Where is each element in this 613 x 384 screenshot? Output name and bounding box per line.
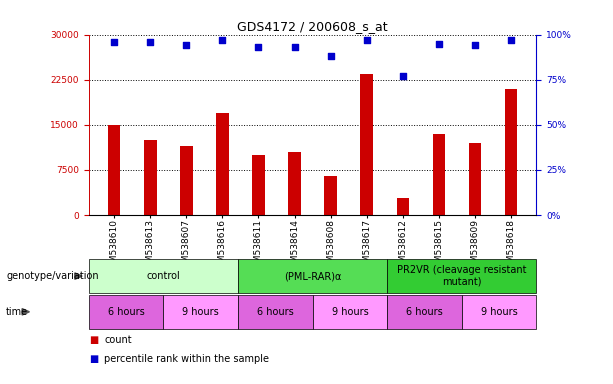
Title: GDS4172 / 200608_s_at: GDS4172 / 200608_s_at: [237, 20, 388, 33]
Point: [398, 73, 408, 79]
Point: [290, 44, 300, 50]
Point: [218, 37, 227, 43]
Text: ■: ■: [89, 354, 98, 364]
Bar: [252, 155, 265, 215]
Bar: [433, 134, 445, 215]
Text: ■: ■: [89, 335, 98, 345]
Text: count: count: [104, 335, 132, 345]
Text: 6 hours: 6 hours: [257, 307, 294, 317]
Point: [326, 53, 335, 59]
Point: [470, 42, 480, 48]
Point: [254, 44, 264, 50]
Bar: [180, 146, 192, 215]
Point: [181, 42, 191, 48]
Text: (PML-RAR)α: (PML-RAR)α: [284, 271, 341, 281]
Text: 9 hours: 9 hours: [183, 307, 219, 317]
Bar: [469, 143, 481, 215]
Bar: [144, 140, 156, 215]
Text: time: time: [6, 307, 28, 317]
Text: 9 hours: 9 hours: [481, 307, 517, 317]
Bar: [108, 125, 121, 215]
Text: 9 hours: 9 hours: [332, 307, 368, 317]
Text: 6 hours: 6 hours: [108, 307, 145, 317]
Text: percentile rank within the sample: percentile rank within the sample: [104, 354, 269, 364]
Bar: [324, 176, 337, 215]
Bar: [397, 198, 409, 215]
Point: [434, 41, 444, 47]
Text: PR2VR (cleavage resistant
mutant): PR2VR (cleavage resistant mutant): [397, 265, 527, 287]
Bar: [216, 113, 229, 215]
Point: [506, 37, 516, 43]
Text: genotype/variation: genotype/variation: [6, 271, 99, 281]
Point: [362, 37, 371, 43]
Bar: [360, 74, 373, 215]
Bar: [288, 152, 301, 215]
Bar: [504, 89, 517, 215]
Point: [145, 39, 155, 45]
Text: 6 hours: 6 hours: [406, 307, 443, 317]
Point: [109, 39, 119, 45]
Text: control: control: [147, 271, 180, 281]
